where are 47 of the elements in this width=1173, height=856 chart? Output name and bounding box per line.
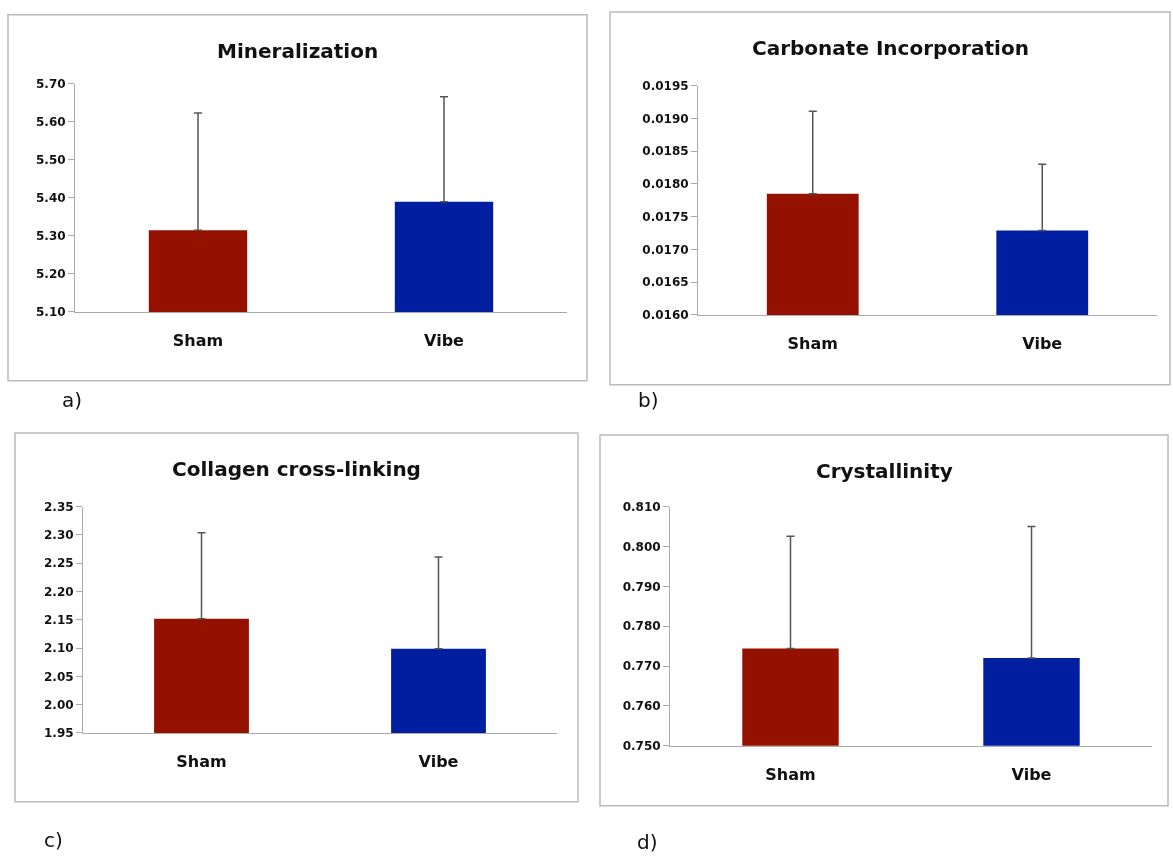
text: c) [44,828,63,852]
y-tick-label: 5.10 [35,305,66,320]
y-tick-label: 0.800 [622,539,661,554]
x-tick-label: Vibe [424,331,465,351]
text: a) [62,388,83,412]
y-tick-label: 5.50 [35,152,66,167]
y-tick-label: 2.00 [43,697,74,712]
y-tick-label: 2.05 [43,669,74,684]
x-tick-label: Vibe [1011,764,1052,784]
y-tick-label: 0.0185 [642,144,689,159]
x-tick-label: Sham [787,334,838,354]
y-tick-label: 2.25 [43,556,74,571]
x-tick-label: Sham [172,331,224,351]
y-tick-label: 0.0160 [642,308,689,323]
y-tick-label: 2.20 [43,584,74,599]
x-tick-label: Sham [176,752,227,772]
y-tick-label: 5.70 [35,76,66,91]
x-tick-label: Vibe [418,752,459,772]
y-tick-label: 0.750 [622,738,661,753]
text: d) [637,830,658,854]
y-tick-label: 0.0180 [642,177,689,192]
y-tick-label: 5.20 [35,267,66,282]
y-tick-label: 5.30 [35,229,66,244]
chart-title: Mineralization [217,39,379,63]
y-tick-label: 2.10 [43,641,74,656]
y-tick-label: 0.0195 [642,78,689,93]
y-tick-label: 0.790 [622,579,661,594]
chart-title: Crystallinity [816,459,953,483]
x-tick-label: Vibe [1022,334,1063,354]
y-tick-label: 0.0165 [642,275,689,290]
y-tick-label: 0.0175 [642,209,689,224]
y-tick-label: 2.35 [43,499,74,514]
y-tick-label: 0.0170 [642,242,689,257]
y-tick-label: 2.30 [43,528,74,543]
y-tick-label: 0.780 [622,619,661,634]
text: b) [638,388,659,412]
y-tick-label: 5.60 [35,114,66,129]
chart-title: Collagen cross-linking [172,457,421,481]
y-tick-label: 0.0190 [642,111,689,126]
y-tick-label: 0.760 [622,699,661,714]
x-tick-label: Sham [765,764,816,784]
chart-title: Carbonate Incorporation [752,36,1029,60]
y-tick-label: 1.95 [43,726,74,741]
y-tick-label: 5.40 [35,191,66,206]
y-tick-label: 2.15 [43,613,74,628]
y-tick-label: 0.770 [622,659,661,674]
y-tick-label: 0.810 [622,499,661,514]
